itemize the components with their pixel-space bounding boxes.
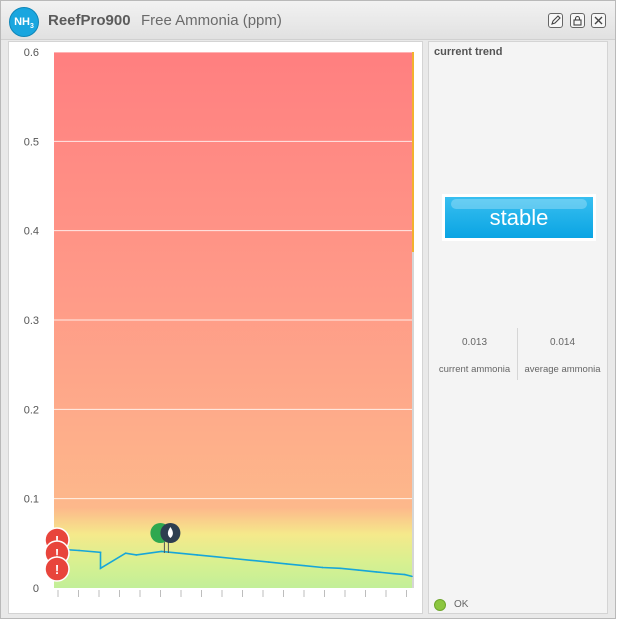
trend-indicator: stable (442, 194, 596, 241)
chart-panel[interactable]: 00.10.20.30.40.50.6!!! (8, 41, 423, 614)
data-point (99, 551, 102, 554)
range-gray-bar (412, 252, 414, 588)
edit-button[interactable] (548, 13, 563, 28)
data-point (357, 569, 360, 571)
data-point (321, 566, 324, 569)
data-point (214, 555, 216, 558)
current-ammonia-label: current ammonia (438, 364, 511, 375)
water-drop-glyph (167, 527, 173, 538)
y-tick-label: 0.1 (24, 494, 39, 506)
close-icon (594, 16, 603, 25)
data-point (268, 561, 270, 563)
data-point (250, 559, 252, 562)
alarm-marker-glyph: ! (55, 546, 59, 561)
data-point (232, 557, 234, 560)
title-bar: NH3 ReefPro900 Free Ammonia (ppm) (1, 1, 615, 40)
y-tick-label: 0.6 (24, 47, 39, 59)
lock-icon (573, 15, 582, 26)
data-point (303, 564, 306, 567)
y-tick-label: 0.4 (24, 226, 39, 238)
y-tick-label: 0.3 (24, 315, 39, 327)
data-point (339, 567, 342, 570)
trend-value: stable (445, 197, 593, 238)
alarm-marker-icon (44, 556, 70, 582)
data-point (196, 554, 198, 556)
range-highlight-bar (412, 52, 414, 252)
status-ok-icon (434, 599, 446, 611)
data-point (411, 575, 413, 578)
status-label: OK (454, 599, 469, 610)
trend-panel: current trend stable 0.013 current ammon… (428, 41, 608, 614)
lock-button[interactable] (570, 13, 585, 28)
current-ammonia-stat: 0.013 current ammonia (431, 337, 518, 375)
data-point (160, 550, 163, 553)
data-point (178, 552, 181, 554)
data-point (99, 567, 102, 570)
current-ammonia-value: 0.013 (461, 337, 488, 348)
y-tick-label: 0.2 (24, 404, 39, 416)
average-ammonia-stat: 0.014 average ammonia (519, 337, 606, 375)
data-point (404, 573, 406, 576)
data-point (375, 571, 378, 573)
data-point (135, 554, 138, 556)
pencil-icon (551, 15, 561, 25)
stat-divider (517, 328, 518, 380)
data-point (393, 572, 395, 575)
data-point (78, 549, 80, 552)
device-name: ReefPro900 (48, 12, 131, 29)
ammonia-chart[interactable]: 00.10.20.30.40.50.6!!! (9, 42, 422, 613)
average-ammonia-value: 0.014 (549, 337, 576, 348)
y-tick-label: 0.5 (24, 136, 39, 148)
average-ammonia-label: average ammonia (524, 364, 601, 375)
data-point (124, 552, 127, 554)
parameter-badge: NH3 (9, 7, 39, 37)
alarm-marker-glyph: ! (55, 562, 59, 577)
parameter-name: Free Ammonia (ppm) (141, 12, 282, 29)
trend-title: current trend (434, 46, 503, 58)
data-point (285, 563, 288, 565)
y-tick-label: 0 (33, 583, 39, 595)
close-button[interactable] (591, 13, 606, 28)
